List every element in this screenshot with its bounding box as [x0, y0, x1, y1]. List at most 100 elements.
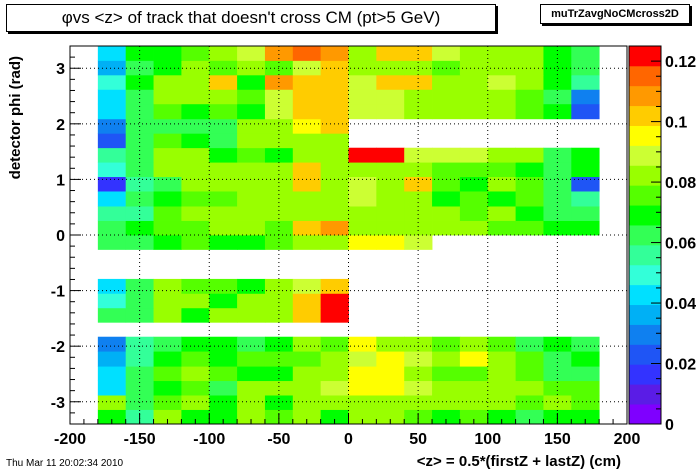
y-tick-label: -2	[51, 339, 65, 356]
heatmap-cell	[125, 60, 154, 76]
heatmap-cell	[376, 176, 405, 192]
heatmap-cell	[125, 206, 154, 221]
heatmap-cell	[97, 409, 127, 425]
heatmap-cell	[264, 89, 294, 105]
heatmap-cell	[432, 176, 461, 192]
heatmap-cell	[97, 147, 127, 163]
heatmap-cell	[125, 133, 154, 149]
heatmap-cell	[153, 74, 182, 90]
heatmap-cell	[125, 103, 154, 120]
heatmap-cell	[209, 278, 238, 294]
z-tick-label: 0.02	[665, 357, 696, 374]
heatmap-cell	[487, 60, 516, 76]
heatmap-cell	[97, 307, 127, 323]
heatmap-cell	[487, 409, 516, 425]
heatmap-cell	[292, 235, 322, 250]
heatmap-cell	[376, 46, 405, 61]
heatmap-cell	[515, 409, 544, 425]
palette-swatch	[629, 284, 661, 306]
heatmap-cell	[97, 89, 127, 105]
heatmap-cell	[237, 60, 266, 76]
heatmap-cell	[571, 147, 600, 163]
heatmap-cell	[153, 220, 182, 236]
heatmap-cell	[320, 118, 349, 134]
title-phi-symbol: φ	[61, 8, 73, 27]
heatmap-cell	[209, 206, 238, 221]
heatmap-cell	[487, 191, 516, 207]
heatmap-cell	[320, 89, 349, 105]
y-tick-labels: -3 -2 -1 0 1 2 3	[51, 61, 65, 412]
heatmap-cell	[181, 206, 210, 221]
heatmap-cell	[125, 220, 154, 236]
heatmap-cell	[292, 46, 322, 61]
x-tick-label: 150	[544, 431, 571, 448]
heatmap-cell	[209, 147, 238, 163]
heatmap-cell	[209, 162, 238, 178]
heatmap-cell	[292, 147, 322, 163]
heatmap-cell	[97, 278, 127, 294]
y-tick-label: 1	[56, 172, 65, 189]
heatmap-cell	[320, 366, 349, 382]
heatmap-cell	[181, 235, 210, 250]
heatmap-cell	[153, 293, 182, 309]
heatmap-cell	[320, 395, 349, 410]
heatmap-cell	[125, 176, 154, 192]
heatmap-cell	[571, 220, 600, 236]
heatmap-cell	[376, 103, 405, 120]
heatmap-cell	[376, 366, 405, 382]
heatmap-cell	[515, 336, 544, 352]
heatmap-cell	[432, 147, 461, 163]
palette-swatch	[629, 404, 661, 425]
heatmap-cell	[153, 380, 182, 396]
palette-swatch	[629, 65, 661, 87]
heatmap-cell	[264, 60, 294, 76]
heatmap-cell	[209, 220, 238, 236]
heatmap-cell	[543, 89, 572, 105]
palette-swatch	[629, 264, 661, 286]
heatmap-cell	[153, 235, 182, 250]
heatmap-cell	[209, 395, 238, 410]
heatmap-cell	[459, 46, 489, 61]
heatmap-cell	[209, 103, 238, 120]
heatmap-cell	[292, 103, 322, 120]
heatmap-cell	[432, 191, 461, 207]
heatmap-cell	[237, 46, 266, 61]
heatmap-cell	[264, 147, 294, 163]
heatmap-cell	[515, 395, 544, 410]
palette-swatch	[629, 165, 661, 186]
heatmap-cell	[515, 220, 544, 236]
heatmap-cell	[487, 380, 516, 396]
heatmap-cell	[348, 351, 377, 367]
heatmap-cell	[237, 395, 266, 410]
heatmap-cell	[320, 220, 349, 236]
heatmap-cell	[181, 46, 210, 61]
heatmap-cell	[348, 409, 377, 425]
heatmap-cell	[292, 351, 322, 367]
heatmap-cell	[292, 162, 322, 178]
z-tick-label: 0	[665, 417, 674, 434]
heatmap-cell	[209, 74, 238, 90]
heatmap-cell	[153, 89, 182, 105]
heatmap-cell	[97, 293, 127, 309]
z-tick-label: 0.1	[665, 115, 687, 132]
heatmap-cell	[459, 351, 489, 367]
heatmap-cell	[459, 336, 489, 352]
heatmap-cell	[571, 380, 600, 396]
heatmap-cell	[97, 133, 127, 149]
heatmap-cell	[487, 147, 516, 163]
axis-ticks	[69, 45, 628, 425]
grid-lines	[70, 46, 627, 424]
heatmap-cell	[432, 206, 461, 221]
palette-swatch	[629, 85, 661, 107]
heatmap-cell	[292, 366, 322, 382]
heatmap-cell	[320, 409, 349, 425]
z-tick-label: 0.08	[665, 175, 696, 192]
palette-swatch	[629, 185, 661, 206]
z-tick-labels: 0 0.02 0.04 0.06 0.08 0.1 0.12	[665, 54, 696, 434]
y-tick-label: 2	[56, 117, 65, 134]
heatmap-cell	[543, 147, 572, 163]
heatmap-cell	[320, 307, 349, 323]
heatmap-cell	[459, 147, 489, 163]
heatmap-cell	[181, 366, 210, 382]
heatmap-cell	[292, 293, 322, 309]
